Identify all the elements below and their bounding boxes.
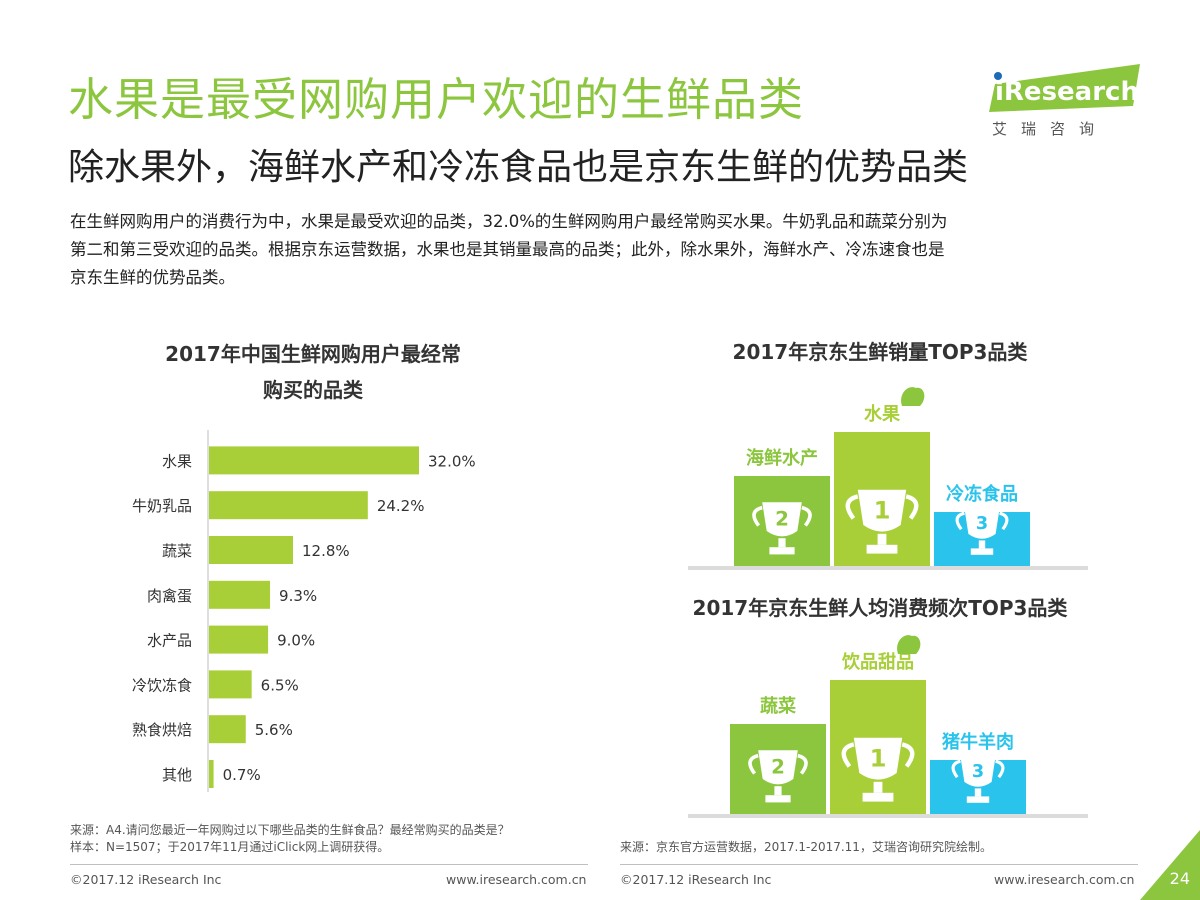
bar	[209, 625, 269, 654]
right-source-note: 来源：京东官方运营数据，2017.1-2017.11，艾瑞咨询研究院绘制。	[620, 840, 992, 854]
left-chart-title-line: 2017年中国生鲜网购用户最经常	[165, 342, 461, 366]
category-label: 冷饮冻食	[132, 676, 192, 694]
logo-tagline: 艾瑞咨询	[992, 120, 1109, 138]
value-label: 6.5%	[261, 676, 299, 694]
bar	[209, 580, 271, 609]
bar	[209, 446, 419, 475]
footer-copyright-right: ©2017.12 iResearch Inc	[620, 872, 772, 887]
value-label: 0.7%	[223, 766, 261, 784]
left-source-line: 样本：N=1507；于2017年11月通过iClick网上调研获得。	[70, 840, 390, 854]
rank-number: 1	[870, 744, 887, 772]
left-source-note: 来源：A4.请问您最近一年网购过以下哪些品类的生鲜食品？最经常购买的品类是？ 样…	[70, 822, 510, 856]
podium-label: 海鲜水产	[746, 447, 818, 469]
rank-number: 1	[874, 496, 891, 524]
intro-line: 第二和第三受欢迎的品类。根据京东运营数据，水果也是其销量最高的品类；此外，除水果…	[70, 240, 945, 259]
page-subtitle: 除水果外，海鲜水产和冷冻食品也是京东生鲜的优势品类	[68, 147, 969, 188]
trophy-icon: 3	[955, 508, 1009, 555]
podium-base	[688, 566, 1088, 570]
left-chart-title: 2017年中国生鲜网购用户最经常 购买的品类	[118, 336, 508, 408]
value-label: 9.3%	[279, 587, 317, 605]
bar	[209, 536, 293, 564]
logo-banner	[989, 64, 1140, 112]
bar	[209, 715, 246, 744]
logo-dot	[994, 72, 1002, 80]
intro-paragraph: 在生鲜网购用户的消费行为中，水果是最受欢迎的品类，32.0%的生鲜网购用户最经常…	[70, 208, 1140, 292]
intro-line: 在生鲜网购用户的消费行为中，水果是最受欢迎的品类，32.0%的生鲜网购用户最经常…	[70, 212, 948, 231]
footer-url-right[interactable]: www.iresearch.com.cn	[994, 872, 1135, 887]
value-label: 12.8%	[302, 542, 350, 560]
trophy-icon: 2	[752, 502, 812, 555]
footer-divider-right	[620, 864, 1138, 865]
value-label: 32.0%	[428, 452, 476, 470]
leaf-icon	[901, 387, 925, 406]
footer-url-left[interactable]: www.iresearch.com.cn	[446, 872, 587, 887]
category-label: 水果	[162, 452, 192, 470]
podium-label: 冷冻食品	[946, 483, 1018, 505]
rank-number: 2	[771, 756, 785, 779]
iresearch-logo: iResearch	[989, 64, 1140, 112]
page-number-badge	[1140, 830, 1200, 900]
left-chart-title-line: 购买的品类	[263, 378, 363, 402]
sales-top3-podium: 2 海鲜水产 1 水果 3 冷冻食品	[688, 387, 1088, 570]
rank-number: 3	[972, 762, 984, 782]
trophy-icon: 2	[748, 750, 808, 803]
page-number: 24	[1169, 869, 1190, 888]
sales-top3-title: 2017年京东生鲜销量TOP3品类	[732, 340, 1028, 364]
trophy-icon: 3	[951, 756, 1005, 803]
podium-base	[688, 814, 1088, 818]
value-label: 9.0%	[277, 632, 315, 650]
bar	[209, 491, 368, 520]
rank-number: 3	[976, 514, 988, 534]
category-label: 熟食烘焙	[132, 721, 192, 739]
page-title: 水果是最受网购用户欢迎的生鲜品类	[68, 73, 805, 126]
podium-label: 饮品甜品	[841, 651, 914, 673]
value-label: 24.2%	[377, 497, 425, 515]
purchase-category-bar-chart: 水果 32.0% 牛奶乳品 24.2% 蔬菜 12.8% 肉禽蛋 9.3% 水产品 9.0% 冷饮冻…	[132, 430, 476, 792]
frequency-top3-title: 2017年京东生鲜人均消费频次TOP3品类	[692, 596, 1068, 620]
trophy-icon: 1	[845, 489, 919, 554]
category-label: 水产品	[147, 632, 192, 650]
trophy-icon: 1	[841, 737, 915, 802]
bar	[209, 670, 252, 699]
category-label: 肉禽蛋	[147, 587, 192, 605]
bar	[209, 760, 214, 788]
intro-line: 京东生鲜的优势品类。	[70, 268, 235, 287]
leaf-icon	[897, 635, 921, 654]
logo-brand: iResearch	[995, 77, 1139, 107]
left-source-line: 来源：A4.请问您最近一年网购过以下哪些品类的生鲜食品？最经常购买的品类是？	[70, 823, 510, 837]
rank-number: 2	[775, 508, 789, 531]
podium-label: 蔬菜	[760, 696, 796, 717]
frequency-top3-podium: 2 蔬菜 1 饮品甜品 3 猪牛羊肉	[688, 635, 1088, 818]
podium-label: 水果	[864, 403, 901, 425]
category-label: 蔬菜	[162, 542, 192, 560]
category-label: 牛奶乳品	[132, 497, 192, 515]
podium-label: 猪牛羊肉	[941, 731, 1014, 753]
value-label: 5.6%	[255, 721, 293, 739]
category-label: 其他	[162, 766, 192, 784]
footer-copyright-left: ©2017.12 iResearch Inc	[70, 872, 222, 887]
footer-divider-left	[70, 864, 588, 865]
